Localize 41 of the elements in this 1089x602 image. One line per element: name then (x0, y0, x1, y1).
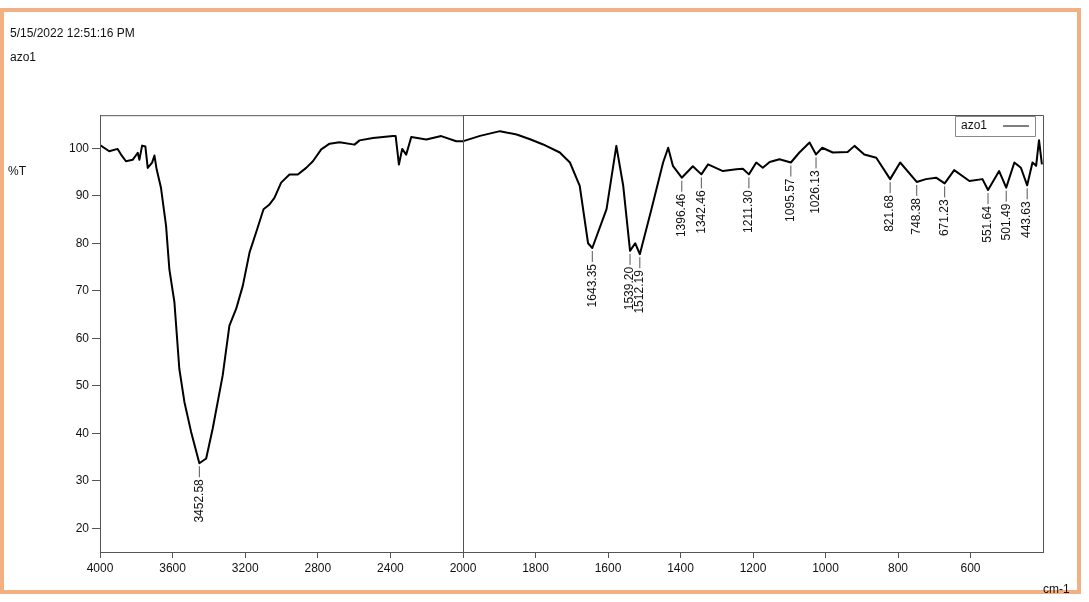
annotation: 1512.19 (632, 269, 647, 314)
annotation: 1211.30 (741, 190, 756, 233)
y-tick-label: 30 (75, 473, 90, 488)
annotation: 671.23 (936, 199, 951, 237)
x-tick-label: 600 (960, 560, 981, 575)
y-axis-title: %T (8, 164, 27, 179)
y-tick-label: 20 (75, 520, 90, 535)
x-tick-label: 4000 (86, 560, 114, 575)
text: azo1 (10, 50, 37, 64)
x-tick-label: 1400 (667, 560, 695, 575)
x-axis-title: cm-1 (1043, 582, 1070, 597)
x-tick-label: 2400 (377, 560, 405, 575)
y-tick-label: 50 (75, 378, 90, 393)
x-tick-label: 2000 (449, 560, 477, 575)
x-tick-label: 1200 (739, 560, 767, 575)
annotation: 821.68 (882, 194, 897, 232)
annotation: 1342.46 (693, 190, 708, 234)
legend-label: azo1 (961, 118, 988, 133)
y-tick-label: 60 (75, 330, 90, 345)
annotation: 551.64 (980, 205, 995, 243)
y-tick-label: 80 (75, 235, 90, 250)
text: 5/15/2022 12:51:16 PM (10, 26, 135, 40)
annotation: 1643.35 (584, 263, 599, 308)
x-tick-label: 3200 (231, 560, 259, 575)
annotation: 1095.57 (783, 178, 798, 222)
x-tick-label: 2800 (304, 560, 332, 575)
x-tick-label: 800 (887, 560, 909, 575)
x-tick-label: 1600 (594, 560, 622, 575)
annotation: 443.63 (1019, 200, 1034, 238)
y-tick-label: 70 (75, 283, 90, 298)
x-tick-label: 1800 (522, 560, 550, 575)
annotation: 1396.46 (674, 193, 689, 238)
y-tick-label: 100 (68, 140, 90, 155)
x-tick-label: 3600 (159, 560, 187, 575)
y-tick-label: 40 (75, 425, 90, 440)
annotation: 3452.58 (191, 478, 206, 523)
y-tick-label: 90 (75, 188, 90, 203)
annotation: 1026.13 (808, 170, 823, 214)
annotation: 501.49 (998, 203, 1013, 241)
x-tick-label: 1000 (812, 560, 840, 575)
annotation: 748.38 (909, 197, 924, 235)
